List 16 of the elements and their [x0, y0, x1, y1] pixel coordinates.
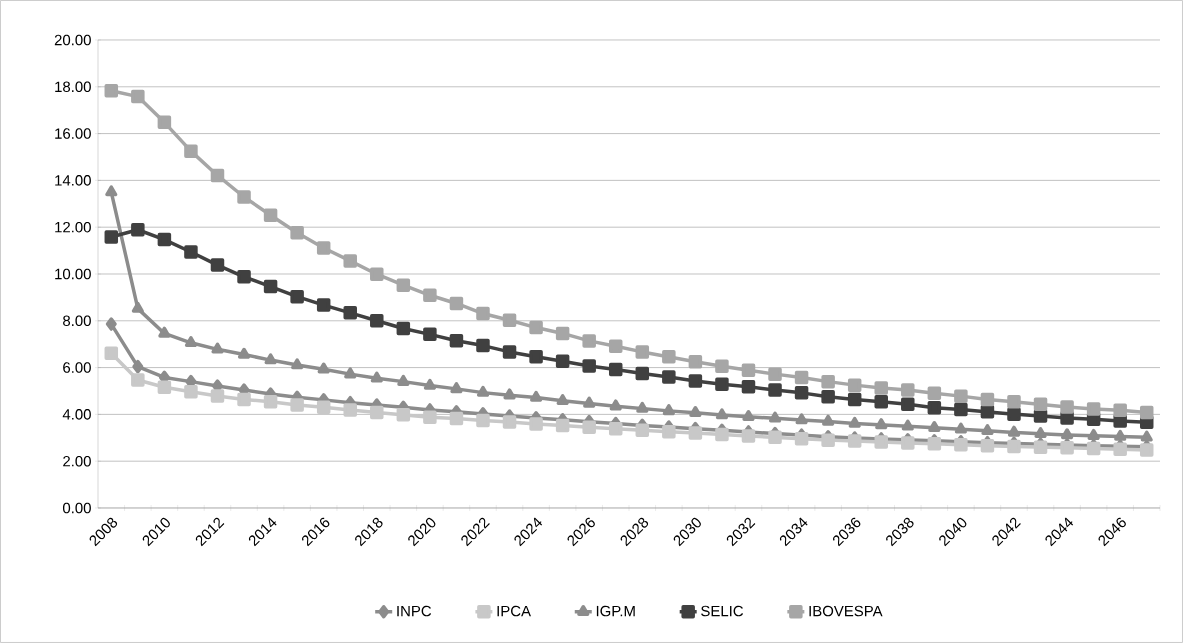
y-tick-label: 2.00 — [63, 455, 91, 467]
y-tick-label: 4.00 — [62, 409, 91, 420]
y-tick-label: 8.00 — [63, 315, 91, 327]
y-tick-label: 0.00 — [62, 502, 91, 514]
y-tick-label: 18.00 — [55, 81, 91, 93]
legend-label: IGP.M — [596, 605, 635, 617]
y-tick-label: 10.00 — [55, 268, 91, 280]
y-tick-label: 16.00 — [55, 128, 91, 139]
legend-label: IPCA — [497, 605, 531, 617]
legend-label: INPC — [397, 605, 432, 617]
y-tick-label: 20.00 — [54, 34, 91, 46]
y-tick-label: 12.00 — [55, 221, 91, 233]
y-tick-label: 6.00 — [63, 362, 91, 373]
y-tick-label: 14.00 — [55, 175, 91, 186]
legend-label: IBOVESPA — [809, 605, 883, 617]
legend-label: SELIC — [701, 605, 744, 617]
